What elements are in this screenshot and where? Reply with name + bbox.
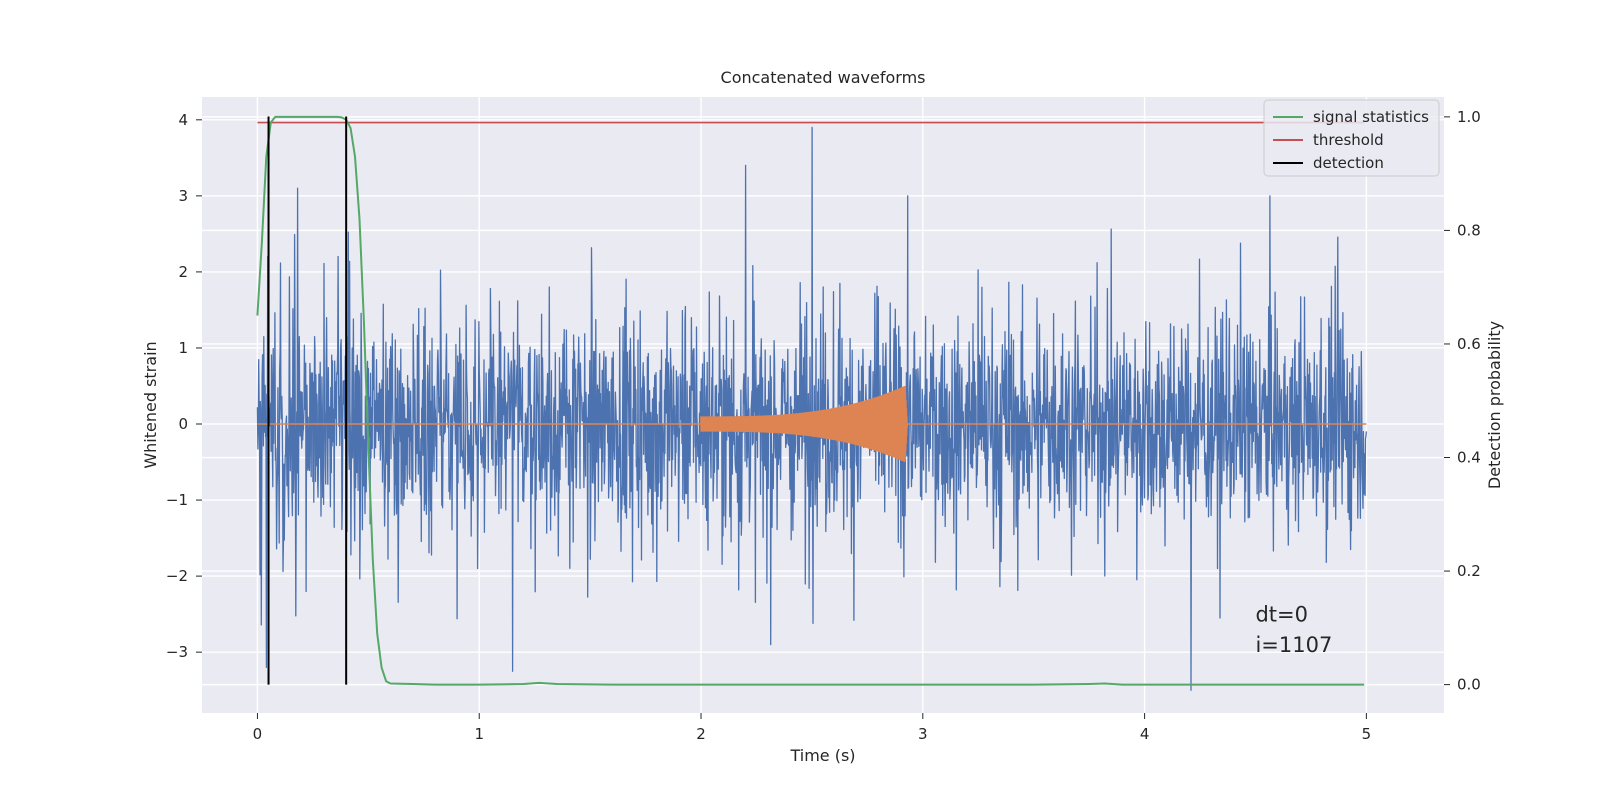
legend-label-signal-statistics: signal statistics	[1313, 108, 1429, 126]
y-tick-label: 4	[178, 111, 188, 129]
template-line	[257, 385, 1367, 462]
y2-tick-label: 0.2	[1457, 562, 1481, 580]
annotation-index: i=1107	[1255, 633, 1332, 657]
y2-axis-label: Detection probability	[1485, 321, 1504, 489]
x-tick-label: 2	[696, 725, 706, 743]
x-tick-label: 4	[1140, 725, 1150, 743]
x-axis-label: Time (s)	[789, 746, 855, 765]
y-tick-label: −1	[166, 491, 188, 509]
y-tick-label: 0	[178, 415, 188, 433]
legend-label-threshold: threshold	[1313, 131, 1384, 149]
strain-series	[256, 126, 1368, 691]
legend-label-detection: detection	[1313, 154, 1384, 172]
x-tick-label: 0	[253, 725, 263, 743]
y2-tick-label: 0.0	[1457, 676, 1481, 694]
y-tick-label: 3	[178, 187, 188, 205]
y-tick-label: −3	[166, 643, 188, 661]
x-tick-label: 1	[474, 725, 484, 743]
strain-line	[256, 126, 1368, 691]
y-tick-label: 1	[178, 339, 188, 357]
y-axis-label: Whitened strain	[141, 341, 160, 468]
y-tick-label: −2	[166, 567, 188, 585]
statistics-layer	[256, 115, 1365, 686]
y2-tick-label: 1.0	[1457, 108, 1481, 126]
x-tick-label: 5	[1362, 725, 1372, 743]
signal-statistics-line	[256, 115, 1365, 686]
legend-box	[1263, 99, 1440, 177]
y-tick-label: 2	[178, 263, 188, 281]
annotation-dt: dt=0	[1255, 603, 1308, 627]
y2-tick-label: 0.8	[1457, 221, 1481, 239]
template-series	[257, 385, 1367, 462]
chart-title: Concatenated waveforms	[721, 68, 926, 87]
y2-tick-label: 0.4	[1457, 449, 1481, 467]
y2-tick-label: 0.6	[1457, 335, 1481, 353]
x-tick-label: 3	[918, 725, 928, 743]
legend: signal statistics threshold detection	[1263, 99, 1440, 177]
axes: 0 1 2 3 4 5 −3 −2 −1 0 1 2 3 4 0.0 0.2 0.4 0.6 0.8 1.0	[166, 108, 1481, 743]
